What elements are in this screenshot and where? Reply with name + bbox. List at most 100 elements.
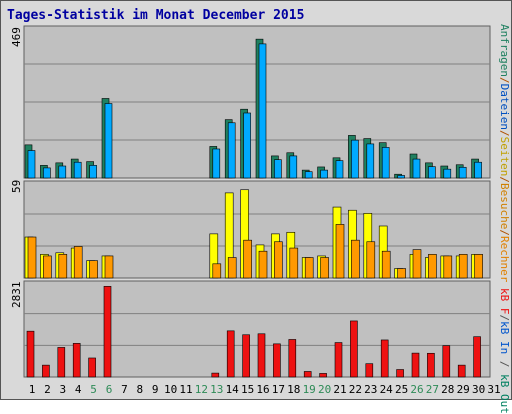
bar-rechner-14 xyxy=(227,257,237,279)
x-tick-label-14: 14 xyxy=(226,383,240,396)
x-tick-label-18: 18 xyxy=(287,383,300,396)
bar-rechner-6 xyxy=(104,255,114,279)
x-tick-label-16: 16 xyxy=(256,383,269,396)
x-tick-label-6: 6 xyxy=(106,383,113,396)
bar-dateien-30 xyxy=(474,161,482,179)
legend-sep-4: / xyxy=(498,229,511,236)
legend-sep-3: / xyxy=(498,176,511,183)
legend-top: Anfragen/Dateien/Seiten/Besuche/Rechner xyxy=(498,24,511,282)
bar-rechner-13 xyxy=(212,263,222,279)
bar-rechner-27 xyxy=(428,254,437,279)
x-tick-label-29: 29 xyxy=(457,383,470,396)
x-tick-label-5: 5 xyxy=(90,383,97,396)
chart-svg: 1 2 3 4 5 6 7 8 9 10 11 12 13 14 15 16 17 18 19 20 21 22 23 24 2… xyxy=(23,25,501,396)
bar-dateien-21 xyxy=(335,160,344,179)
bar-dateien-29 xyxy=(458,166,467,179)
bar-dateien-26 xyxy=(412,158,421,179)
bar-dateien-1 xyxy=(27,150,36,179)
bar-kbf-24 xyxy=(380,339,389,378)
bar-dateien-2 xyxy=(43,167,51,179)
bar-rechner-16 xyxy=(258,250,268,279)
bar-kbf-30 xyxy=(473,336,481,378)
legend-kbout: kB Out xyxy=(498,374,511,414)
legend-anfragen: Anfragen xyxy=(498,24,511,77)
bar-dateien-19 xyxy=(304,171,313,179)
bar-dateien-3 xyxy=(58,165,67,179)
bar-dateien-24 xyxy=(381,147,390,179)
x-tick-label-12: 12 xyxy=(195,383,208,396)
x-tick-label-9: 9 xyxy=(152,383,159,396)
bar-kbf-17 xyxy=(273,343,281,378)
bar-kbf-1 xyxy=(26,330,35,378)
bar-rechner-22 xyxy=(351,239,360,279)
x-tick-label-8: 8 xyxy=(136,383,143,396)
chart-title: Tages-Statistik im Monat December 2015 xyxy=(7,8,305,23)
bar-kbf-26 xyxy=(411,352,420,378)
bar-rechner-3 xyxy=(58,254,68,279)
bar-rechner-1 xyxy=(27,236,37,279)
bar-kbf-28 xyxy=(442,345,451,378)
bar-dateien-5 xyxy=(89,165,97,179)
x-tick-label-21: 21 xyxy=(333,383,346,396)
x-tick-label-3: 3 xyxy=(59,383,66,396)
bar-rechner-26 xyxy=(412,249,422,279)
legend-kbin: kB In xyxy=(498,321,511,355)
legend-sep-2: / xyxy=(498,129,511,137)
bar-dateien-15 xyxy=(243,112,251,179)
bar-dateien-25 xyxy=(397,175,405,179)
x-tick-label-15: 15 xyxy=(241,383,254,396)
bar-kbf-27 xyxy=(427,352,435,378)
bar-kbf-3 xyxy=(57,347,66,378)
x-tick-label-23: 23 xyxy=(364,383,377,396)
legend-dateien: Dateien xyxy=(498,83,511,130)
bar-rechner-5 xyxy=(89,260,98,279)
bar-kbf-5 xyxy=(88,357,96,378)
bar-rechner-2 xyxy=(43,255,52,279)
x-tick-label-24: 24 xyxy=(380,383,394,396)
legend-bottom: kB F/kB In / kB Out xyxy=(498,288,511,414)
bar-kbf-15 xyxy=(242,334,250,378)
bar-dateien-22 xyxy=(351,139,359,179)
bar-rechner-19 xyxy=(304,257,314,279)
bar-kbf-14 xyxy=(226,330,235,378)
x-tick-label-7: 7 xyxy=(121,383,128,396)
bar-kbf-22 xyxy=(350,320,358,378)
bar-dateien-4 xyxy=(73,161,82,179)
bar-kbf-29 xyxy=(457,364,466,378)
bar-rechner-15 xyxy=(243,239,252,279)
x-tick-label-10: 10 xyxy=(164,383,177,396)
bar-rechner-21 xyxy=(335,224,345,279)
x-tick-label-1: 1 xyxy=(29,383,36,396)
x-tick-label-11: 11 xyxy=(179,383,192,396)
bar-kbf-23 xyxy=(365,363,374,378)
x-tick-label-27: 27 xyxy=(426,383,439,396)
bar-rechner-17 xyxy=(274,241,283,279)
x-tick-label-22: 22 xyxy=(349,383,362,396)
x-tick-label-30: 30 xyxy=(472,383,485,396)
legend-rechner: Rechner xyxy=(498,235,511,283)
bar-dateien-18 xyxy=(289,155,298,179)
bar-rechner-24 xyxy=(381,250,391,279)
bar-kbf-25 xyxy=(396,369,404,378)
bar-dateien-23 xyxy=(366,143,375,179)
x-tick-label-28: 28 xyxy=(441,383,454,396)
bar-rechner-4 xyxy=(73,246,83,279)
x-tick-label-17: 17 xyxy=(272,383,285,396)
x-tick-label-26: 26 xyxy=(410,383,423,396)
bar-kbf-4 xyxy=(72,343,81,378)
x-tick-label-25: 25 xyxy=(395,383,408,396)
bar-kbf-20 xyxy=(319,373,327,378)
x-tick-label-31: 31 xyxy=(487,383,500,396)
bar-rechner-30 xyxy=(474,254,483,279)
bar-dateien-28 xyxy=(443,168,452,179)
bar-dateien-14 xyxy=(227,122,236,179)
bar-kbf-16 xyxy=(257,333,266,378)
x-tick-label-2: 2 xyxy=(44,383,51,396)
legend-besuche: Besuche xyxy=(498,182,511,230)
legend-sep-1: / xyxy=(498,76,511,84)
x-tick-label-4: 4 xyxy=(75,383,82,396)
bar-dateien-17 xyxy=(274,159,282,179)
bar-kbf-6 xyxy=(103,286,112,378)
bar-rechner-25 xyxy=(397,268,406,279)
bar-rechner-28 xyxy=(443,255,453,279)
